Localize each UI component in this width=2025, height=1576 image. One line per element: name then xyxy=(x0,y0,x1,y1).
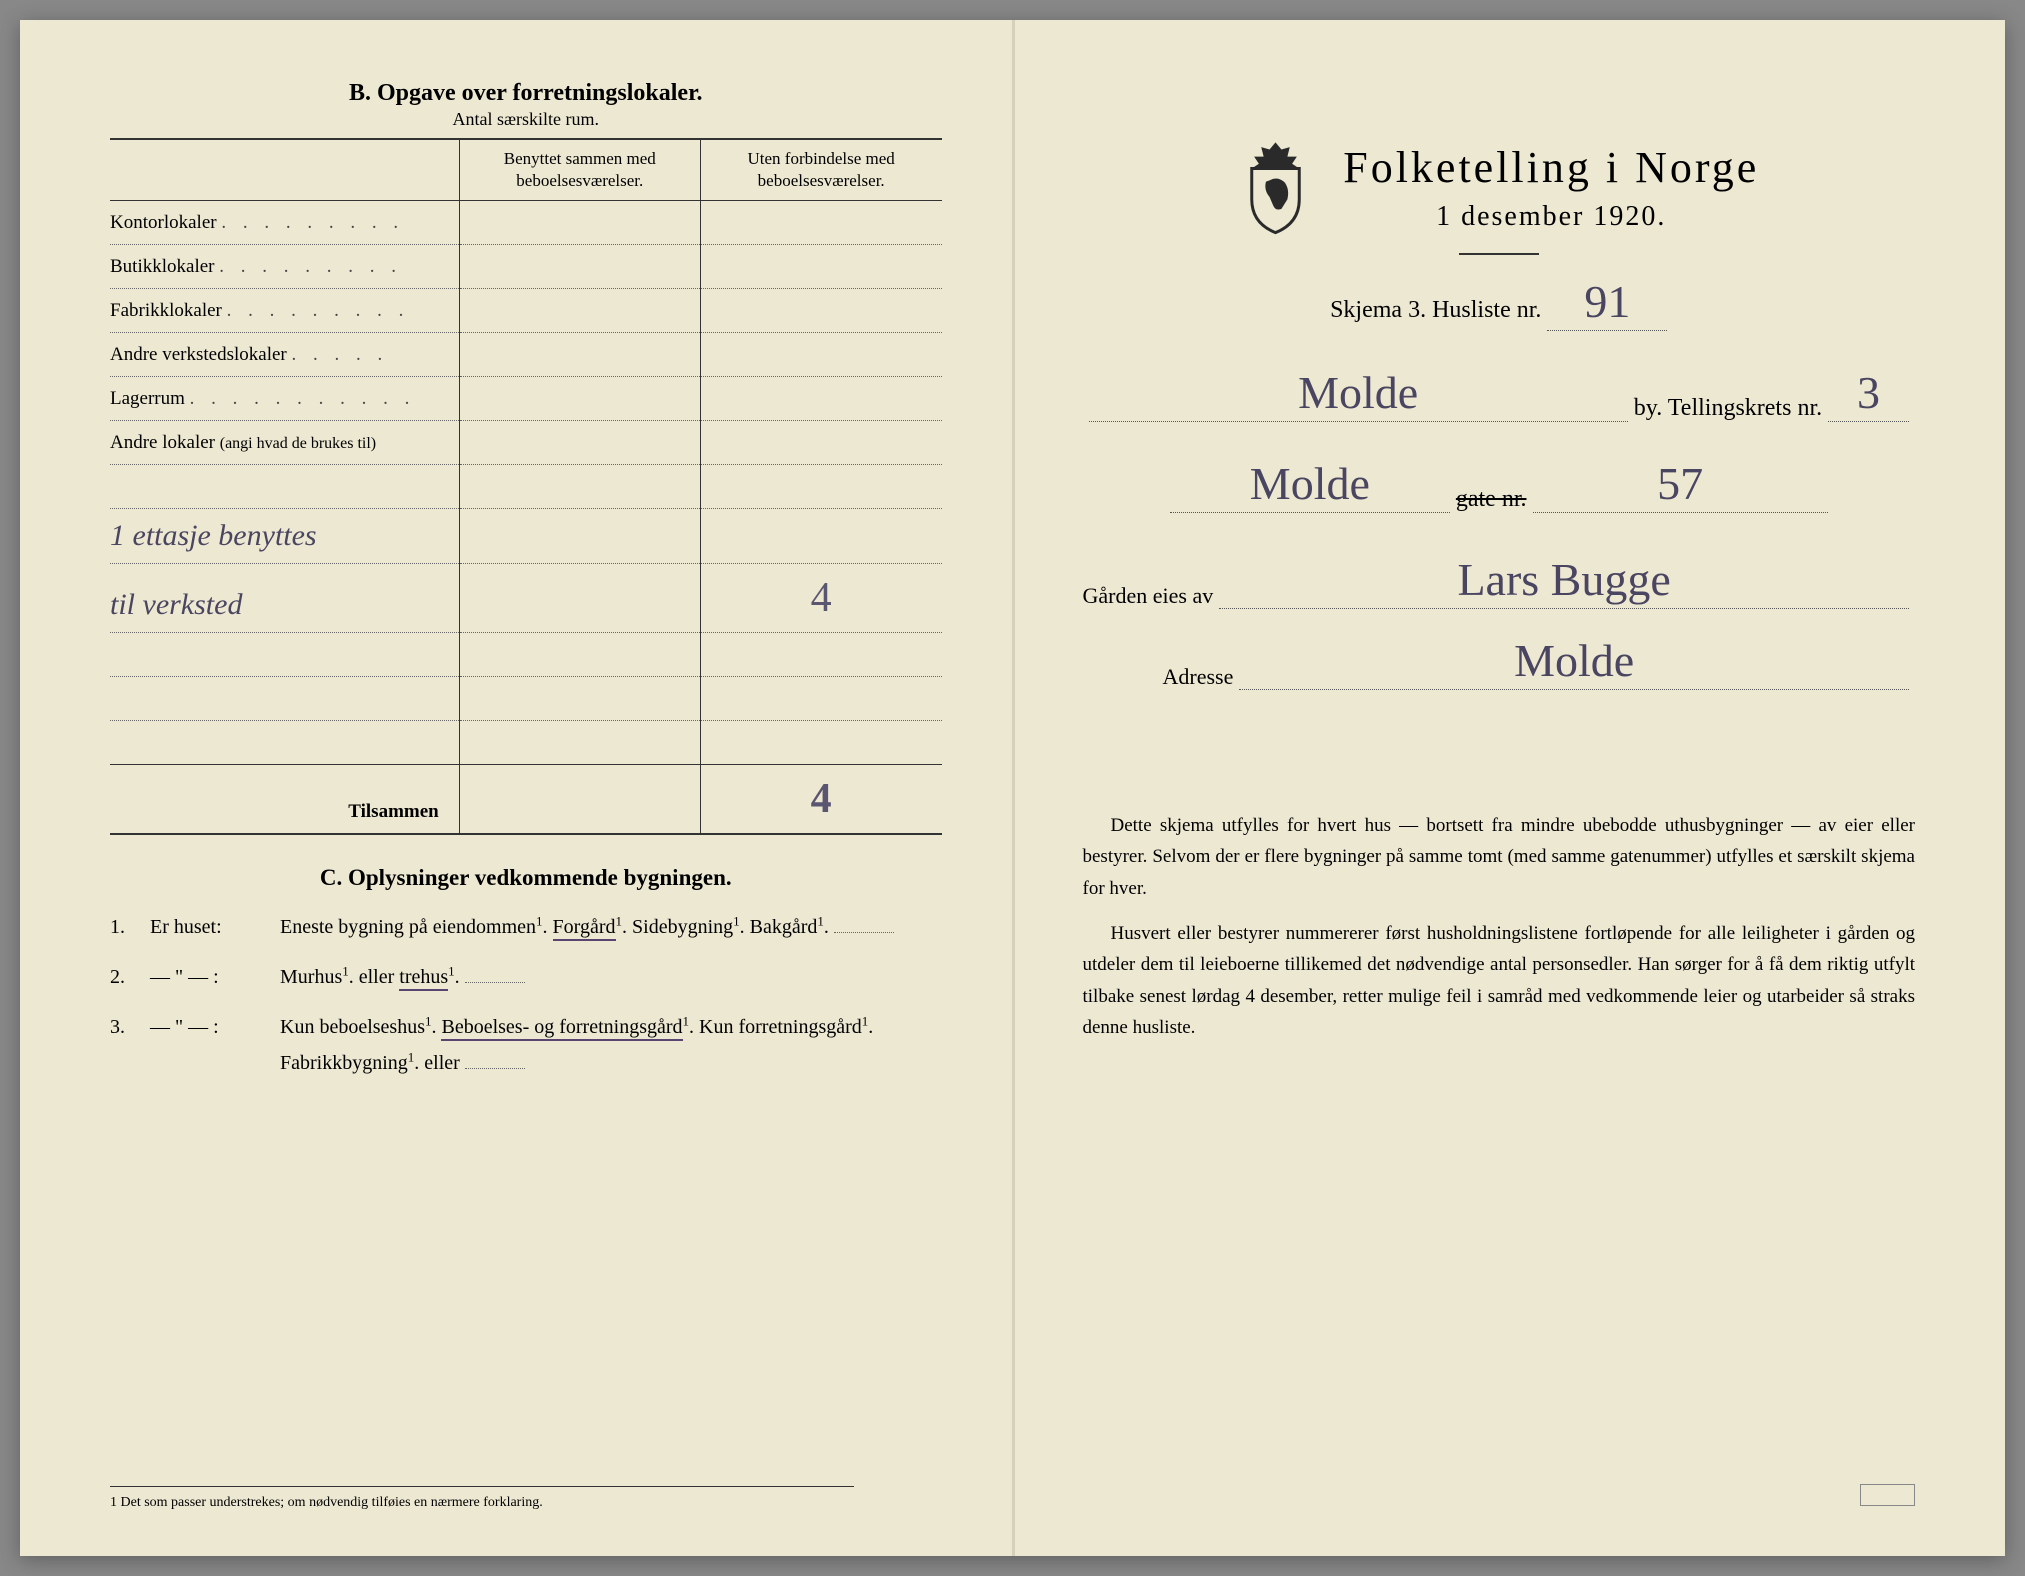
table-row-handwritten: til verksted4 xyxy=(110,564,942,633)
by-line: Molde by. Tellingskrets nr. 3 xyxy=(1083,366,1916,422)
row-col2 xyxy=(459,333,700,377)
table-row: Kontorlokaler . . . . . . . . . xyxy=(110,201,942,245)
coat-of-arms-icon xyxy=(1238,140,1313,235)
table-header-blank xyxy=(110,139,459,201)
row-col2 xyxy=(459,421,700,465)
gate-label: gate nr. xyxy=(1456,486,1527,513)
row-col3 xyxy=(700,201,941,245)
table-row: Fabrikklokaler . . . . . . . . . xyxy=(110,289,942,333)
owner-value: Lars Bugge xyxy=(1219,553,1909,609)
row-col2 xyxy=(459,245,700,289)
section-c-item: 3.— " — :Kun beboelseshus1. Beboelses- o… xyxy=(110,1009,942,1081)
row-label: Andre verkstedslokaler . . . . . xyxy=(110,333,459,377)
row-col3 xyxy=(700,377,941,421)
instructions-p1: Dette skjema utfylles for hvert hus — bo… xyxy=(1083,810,1916,904)
form-number-line: Skjema 3. Husliste nr. 91 xyxy=(1083,275,1916,331)
footnote: 1 Det som passer understrekes; om nødven… xyxy=(110,1486,854,1511)
left-page: B. Opgave over forretningslokaler. Antal… xyxy=(20,20,1013,1556)
table-row-blank xyxy=(110,465,942,509)
row-col3 xyxy=(700,333,941,377)
row-col2 xyxy=(459,201,700,245)
by-label: by. Tellingskrets nr. xyxy=(1634,395,1822,422)
table-row: Andre lokaler (angi hvad de brukes til) xyxy=(110,421,942,465)
census-document: B. Opgave over forretningslokaler. Antal… xyxy=(20,20,2005,1556)
table-row-handwritten: 1 ettasje benyttes xyxy=(110,509,942,564)
horizontal-rule xyxy=(1459,253,1539,255)
tellingskrets-nr: 3 xyxy=(1828,366,1909,422)
row-col3 xyxy=(700,245,941,289)
table-row-total: Tilsammen4 xyxy=(110,765,942,835)
section-c-item: 2.— " — :Murhus1. eller trehus1. xyxy=(110,959,942,995)
main-title: Folketelling i Norge xyxy=(1343,142,1759,193)
gate-nr: 57 xyxy=(1533,457,1828,513)
row-col2 xyxy=(459,377,700,421)
by-value: Molde xyxy=(1089,366,1628,422)
skjema-label: Skjema 3. Husliste nr. xyxy=(1330,297,1541,323)
adresse-value: Molde xyxy=(1239,634,1909,690)
table-row-blank xyxy=(110,677,942,721)
adresse-line: Adresse Molde xyxy=(1083,634,1916,690)
adresse-label: Adresse xyxy=(1163,664,1234,690)
right-page: Folketelling i Norge 1 desember 1920. Sk… xyxy=(1013,20,2006,1556)
table-row-blank xyxy=(110,721,942,765)
row-label: Kontorlokaler . . . . . . . . . xyxy=(110,201,459,245)
section-c-title: C. Oplysninger vedkommende bygningen. xyxy=(110,865,942,891)
table-row-blank xyxy=(110,633,942,677)
instructions-p2: Husvert eller bestyrer nummererer først … xyxy=(1083,918,1916,1043)
table-row: Lagerrum . . . . . . . . . . . xyxy=(110,377,942,421)
header-block: Folketelling i Norge 1 desember 1920. xyxy=(1083,140,1916,235)
section-c-item: 1.Er huset:Eneste bygning på eiendommen1… xyxy=(110,909,942,945)
section-b-subtitle: Antal særskilte rum. xyxy=(110,109,942,130)
gate-line: Molde gate nr. 57 xyxy=(1083,457,1916,513)
table-row: Andre verkstedslokaler . . . . . xyxy=(110,333,942,377)
row-label: Lagerrum . . . . . . . . . . . xyxy=(110,377,459,421)
row-label: Andre lokaler (angi hvad de brukes til) xyxy=(110,421,459,465)
row-col3 xyxy=(700,421,941,465)
date-line: 1 desember 1920. xyxy=(1343,201,1759,233)
section-c-items: 1.Er huset:Eneste bygning på eiendommen1… xyxy=(110,909,942,1081)
row-label: Butikklokaler . . . . . . . . . xyxy=(110,245,459,289)
table-header-col3: Uten forbindelse med beboelsesværelser. xyxy=(700,139,941,201)
business-premises-table: Benyttet sammen med beboelsesværelser. U… xyxy=(110,138,942,835)
table-row: Butikklokaler . . . . . . . . . xyxy=(110,245,942,289)
title-block: Folketelling i Norge 1 desember 1920. xyxy=(1343,142,1759,233)
row-col2 xyxy=(459,289,700,333)
owner-line: Gården eies av Lars Bugge xyxy=(1083,553,1916,609)
owner-label: Gården eies av xyxy=(1083,583,1214,609)
row-col3 xyxy=(700,289,941,333)
section-b-title: B. Opgave over forretningslokaler. xyxy=(110,80,942,107)
row-label: Fabrikklokaler . . . . . . . . . xyxy=(110,289,459,333)
printer-stamp xyxy=(1860,1484,1915,1506)
gate-value: Molde xyxy=(1170,457,1450,513)
table-header-col2: Benyttet sammen med beboelsesværelser. xyxy=(459,139,700,201)
husliste-nr-value: 91 xyxy=(1547,275,1667,331)
instructions-block: Dette skjema utfylles for hvert hus — bo… xyxy=(1083,810,1916,1043)
